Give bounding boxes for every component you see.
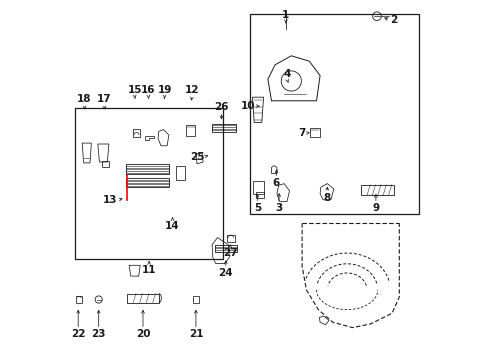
Bar [212,124,235,132]
Text: 17: 17 [97,94,111,104]
Text: 4: 4 [283,69,290,79]
Text: 1: 1 [282,10,289,20]
Text: 2: 2 [389,15,397,25]
Text: 9: 9 [371,203,379,213]
Bar [75,108,223,259]
Text: 22: 22 [71,329,85,339]
Text: 7: 7 [298,128,305,138]
Text: 21: 21 [188,329,203,339]
Text: 23: 23 [91,329,106,339]
Bar [185,125,195,136]
Bar [226,235,234,242]
Text: 3: 3 [275,203,282,213]
Text: 18: 18 [77,94,91,104]
Text: 26: 26 [213,102,228,112]
Bar [193,296,198,303]
Text: 12: 12 [184,85,199,95]
Text: 20: 20 [136,329,150,339]
Text: 14: 14 [165,221,180,231]
Bar [252,181,263,194]
Bar [125,164,168,174]
Bar [215,245,236,252]
Text: 11: 11 [142,265,156,275]
Text: 8: 8 [323,193,330,203]
Text: 15: 15 [127,85,142,95]
Bar [255,192,263,198]
Text: 25: 25 [189,152,204,162]
Bar [102,161,109,167]
Text: 27: 27 [223,248,237,258]
Bar [309,128,319,137]
Text: 19: 19 [157,85,171,95]
Bar [126,294,159,302]
Bar [249,14,418,214]
Text: 24: 24 [218,268,233,278]
Text: 13: 13 [103,195,118,205]
Bar [76,296,82,303]
Text: 16: 16 [141,85,155,95]
Text: 10: 10 [240,101,255,111]
Bar [361,185,393,195]
Text: 5: 5 [253,203,261,213]
Bar [125,178,168,187]
Bar [133,129,140,137]
Bar [176,166,184,180]
Text: 6: 6 [272,178,279,188]
